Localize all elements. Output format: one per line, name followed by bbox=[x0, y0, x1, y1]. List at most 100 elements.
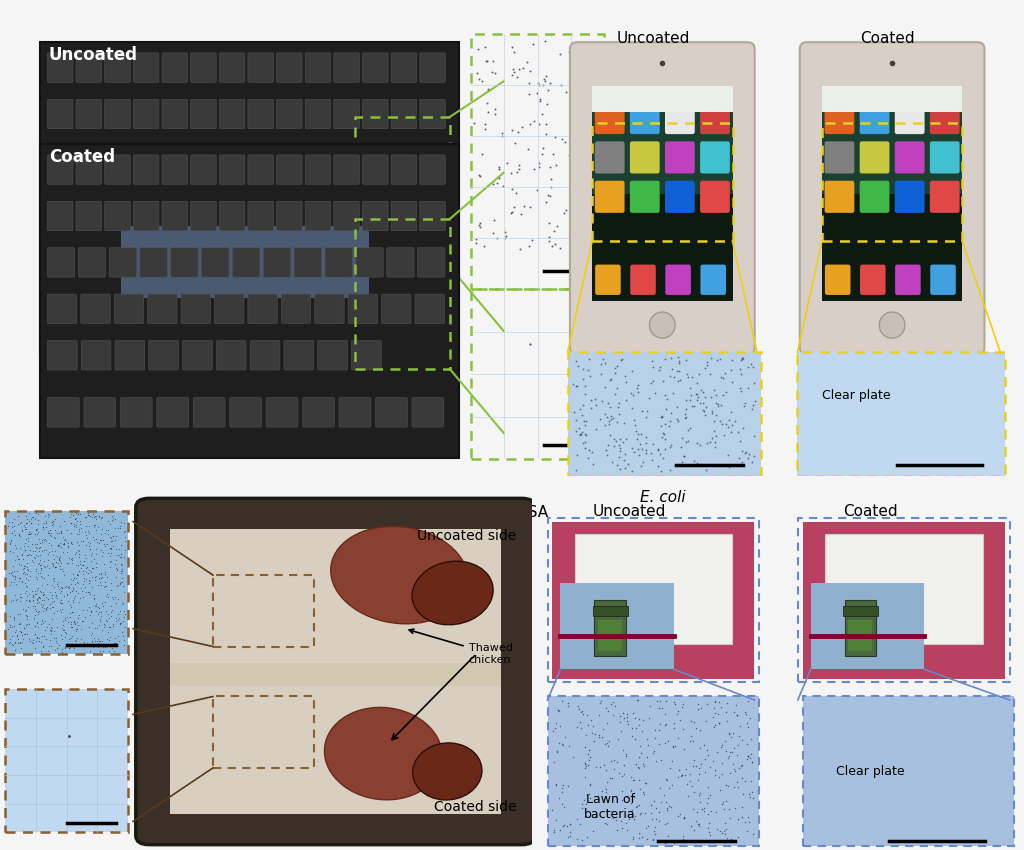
Point bbox=[103, 541, 120, 554]
Point bbox=[81, 574, 97, 587]
FancyBboxPatch shape bbox=[194, 398, 225, 427]
Point bbox=[58, 610, 75, 624]
Point bbox=[114, 558, 130, 572]
Point bbox=[617, 369, 634, 382]
Point bbox=[656, 736, 673, 750]
Point bbox=[683, 779, 699, 792]
Point bbox=[80, 507, 96, 520]
Point bbox=[618, 747, 635, 761]
Point bbox=[658, 694, 675, 708]
Point bbox=[597, 356, 613, 370]
Point bbox=[641, 711, 657, 725]
Point bbox=[655, 426, 672, 439]
Point bbox=[490, 162, 507, 176]
Point bbox=[49, 620, 66, 634]
Point bbox=[680, 423, 696, 437]
Point bbox=[51, 552, 68, 566]
Point bbox=[15, 632, 32, 646]
Point bbox=[599, 448, 615, 462]
Point bbox=[628, 424, 644, 438]
Point bbox=[86, 592, 102, 605]
Point bbox=[78, 529, 94, 542]
Point bbox=[20, 587, 37, 601]
Point bbox=[714, 796, 730, 810]
Point bbox=[12, 516, 29, 530]
Point bbox=[483, 65, 500, 79]
Point bbox=[30, 522, 46, 536]
Point bbox=[725, 757, 741, 771]
Point bbox=[94, 546, 111, 559]
Point bbox=[632, 437, 648, 451]
Point bbox=[653, 409, 670, 422]
Point bbox=[575, 794, 592, 808]
Point bbox=[27, 627, 43, 641]
Point bbox=[591, 730, 607, 744]
Point bbox=[727, 414, 743, 428]
Point bbox=[691, 818, 708, 831]
Point bbox=[613, 354, 630, 367]
Point bbox=[56, 568, 73, 581]
FancyBboxPatch shape bbox=[356, 247, 383, 277]
Point bbox=[719, 830, 735, 844]
Point bbox=[19, 548, 36, 562]
Point bbox=[23, 526, 39, 540]
Point bbox=[583, 147, 599, 161]
Point bbox=[699, 821, 716, 835]
Point bbox=[50, 539, 67, 552]
Point bbox=[676, 450, 692, 463]
Point bbox=[117, 535, 133, 548]
FancyBboxPatch shape bbox=[665, 141, 694, 173]
Point bbox=[731, 728, 748, 742]
FancyBboxPatch shape bbox=[860, 264, 886, 295]
Point bbox=[565, 751, 582, 764]
Point bbox=[600, 705, 616, 718]
Point bbox=[646, 744, 663, 757]
Point bbox=[61, 552, 78, 565]
Point bbox=[33, 563, 49, 576]
Point bbox=[554, 132, 570, 145]
Point bbox=[557, 203, 573, 217]
Point bbox=[31, 532, 47, 546]
Point bbox=[565, 405, 582, 419]
Point bbox=[590, 789, 606, 802]
Point bbox=[87, 570, 103, 584]
Circle shape bbox=[649, 312, 675, 338]
Point bbox=[532, 93, 549, 106]
Point bbox=[663, 370, 679, 383]
Point bbox=[4, 527, 20, 541]
Point bbox=[18, 516, 35, 530]
Point bbox=[603, 804, 620, 818]
Point bbox=[745, 398, 762, 411]
Point bbox=[61, 580, 78, 593]
Point bbox=[615, 711, 632, 724]
FancyBboxPatch shape bbox=[47, 53, 73, 82]
Point bbox=[586, 178, 602, 192]
Point bbox=[95, 580, 112, 593]
Point bbox=[591, 111, 607, 125]
FancyBboxPatch shape bbox=[860, 181, 890, 212]
Point bbox=[96, 540, 113, 553]
Point bbox=[95, 643, 112, 657]
Point bbox=[12, 617, 29, 631]
Point bbox=[709, 822, 725, 836]
Point bbox=[660, 781, 677, 795]
Point bbox=[691, 367, 708, 381]
Point bbox=[741, 711, 758, 725]
Point bbox=[16, 566, 33, 580]
Point bbox=[111, 630, 127, 643]
Point bbox=[601, 414, 617, 428]
FancyBboxPatch shape bbox=[302, 398, 335, 427]
FancyBboxPatch shape bbox=[140, 247, 167, 277]
Point bbox=[737, 706, 754, 719]
Point bbox=[102, 609, 119, 623]
Point bbox=[3, 566, 19, 580]
Point bbox=[71, 550, 87, 564]
Point bbox=[665, 387, 681, 400]
FancyBboxPatch shape bbox=[362, 201, 388, 230]
Point bbox=[48, 632, 65, 645]
Point bbox=[26, 611, 42, 625]
Point bbox=[105, 644, 122, 658]
Bar bbox=[845, 600, 877, 656]
Point bbox=[543, 180, 559, 194]
Point bbox=[739, 360, 756, 373]
